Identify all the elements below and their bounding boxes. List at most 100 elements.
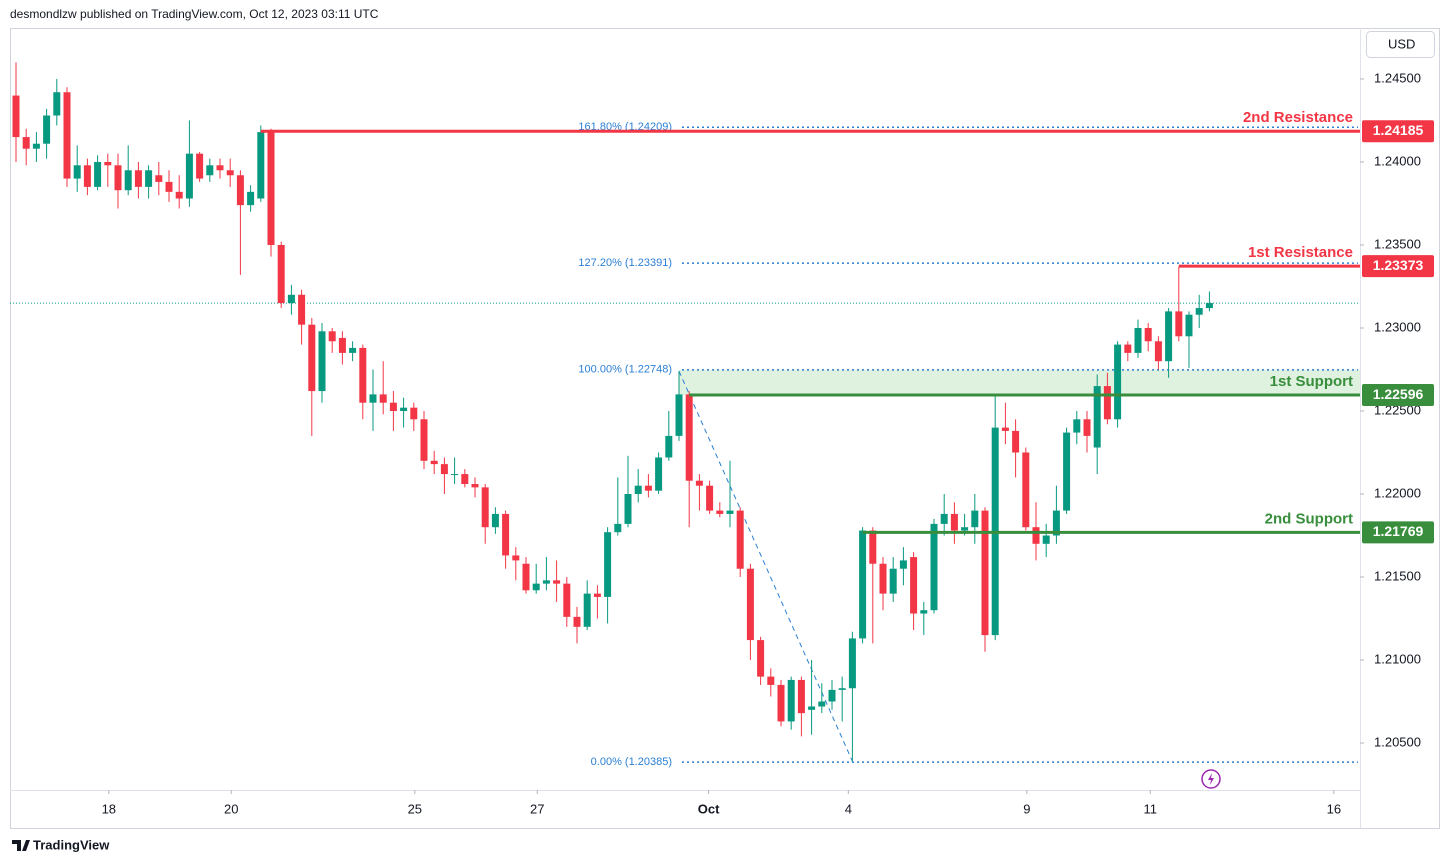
candle-body bbox=[298, 294, 306, 325]
level-name: 2nd Resistance bbox=[1243, 109, 1353, 126]
candle-body bbox=[1144, 327, 1152, 342]
candle-body bbox=[114, 165, 122, 191]
candle-body bbox=[808, 706, 816, 710]
candle-body bbox=[94, 161, 102, 187]
candle-body bbox=[1052, 510, 1060, 536]
fib-trendline bbox=[678, 370, 853, 762]
y-tick-label: 1.20500 bbox=[1374, 734, 1421, 749]
candle-body bbox=[1001, 427, 1009, 431]
candle-body bbox=[1063, 432, 1071, 511]
candle-body bbox=[349, 347, 357, 353]
candle-body bbox=[655, 457, 663, 491]
candle-body bbox=[665, 435, 673, 458]
candle-body bbox=[471, 484, 479, 488]
candle-body bbox=[400, 407, 408, 411]
candle-body bbox=[257, 132, 265, 199]
candle-body bbox=[920, 610, 928, 614]
y-tick-label: 1.24500 bbox=[1374, 70, 1421, 85]
candle-body bbox=[614, 523, 622, 533]
candle-body bbox=[1154, 341, 1162, 362]
candle-body bbox=[777, 684, 785, 722]
candle-body bbox=[338, 337, 346, 353]
x-tick-label: 20 bbox=[224, 801, 238, 816]
candle-body bbox=[787, 679, 795, 722]
level-badge bbox=[1362, 384, 1434, 407]
level-value: 1.22596 bbox=[1373, 386, 1424, 402]
candle-body bbox=[971, 510, 979, 528]
candle-body bbox=[1093, 386, 1101, 448]
candle-body bbox=[124, 170, 132, 191]
candle-body bbox=[930, 523, 938, 611]
candle-body bbox=[420, 419, 428, 461]
candle-body bbox=[226, 170, 234, 176]
candle-body bbox=[859, 530, 867, 639]
candle-body bbox=[604, 532, 612, 597]
candles bbox=[12, 62, 1213, 762]
candle-body bbox=[797, 679, 805, 714]
candle-body bbox=[267, 132, 275, 245]
candle-body bbox=[328, 331, 336, 342]
x-tick-label: 27 bbox=[530, 801, 544, 816]
candle-body bbox=[726, 510, 734, 514]
candle-body bbox=[889, 568, 897, 594]
candle-body bbox=[767, 676, 775, 685]
y-tick-label: 1.21000 bbox=[1374, 651, 1421, 666]
fib-label: 127.20% (1.23391) bbox=[578, 257, 672, 269]
candle-body bbox=[1114, 344, 1122, 420]
candle-body bbox=[216, 165, 224, 171]
candle-body bbox=[1022, 452, 1030, 528]
candle-body bbox=[644, 485, 652, 491]
candle-body bbox=[1032, 527, 1040, 544]
candle-body bbox=[206, 165, 214, 176]
fib-label: 0.00% (1.20385) bbox=[591, 756, 672, 768]
candle-body bbox=[716, 510, 724, 514]
candle-body bbox=[145, 170, 153, 187]
candle-body bbox=[950, 513, 958, 531]
candle-body bbox=[685, 394, 693, 481]
publisher-line: desmondlzw published on TradingView.com,… bbox=[10, 7, 379, 21]
candle-body bbox=[410, 407, 418, 420]
candle-body bbox=[848, 638, 856, 689]
candle-body bbox=[746, 568, 754, 641]
currency-button[interactable] bbox=[1366, 31, 1435, 58]
candle-body bbox=[83, 165, 91, 187]
x-tick-label: 4 bbox=[845, 801, 852, 816]
x-tick-label: 11 bbox=[1143, 801, 1157, 816]
candle-body bbox=[818, 701, 826, 707]
level-name: 1st Support bbox=[1270, 373, 1353, 390]
candle-body bbox=[236, 175, 244, 206]
candle-body bbox=[389, 402, 397, 411]
candle-body bbox=[369, 394, 377, 403]
candle-body bbox=[1205, 303, 1213, 309]
candle-body bbox=[32, 143, 40, 149]
candle-body bbox=[134, 170, 142, 187]
y-tick-label: 1.23000 bbox=[1374, 319, 1421, 334]
currency-label: USD bbox=[1388, 36, 1415, 51]
candle-body bbox=[869, 530, 877, 564]
candle-body bbox=[899, 560, 907, 569]
level-badge bbox=[1362, 255, 1434, 278]
candle-body bbox=[910, 557, 918, 614]
candle-body bbox=[706, 485, 714, 511]
candle-body bbox=[491, 513, 499, 528]
level-name: 2nd Support bbox=[1265, 510, 1353, 527]
candle-body bbox=[695, 480, 703, 486]
candle-body bbox=[1134, 327, 1142, 353]
y-tick-label: 1.21500 bbox=[1374, 568, 1421, 583]
candle-body bbox=[1073, 419, 1081, 433]
candle-body bbox=[359, 347, 367, 403]
candle-body bbox=[379, 394, 387, 403]
candle-body bbox=[63, 92, 71, 179]
level-value: 1.23373 bbox=[1373, 257, 1424, 273]
candle-body bbox=[1165, 311, 1173, 362]
candle-body bbox=[736, 510, 744, 569]
candle-body bbox=[185, 153, 193, 199]
candle-body bbox=[73, 165, 81, 179]
alert-icon[interactable] bbox=[1201, 769, 1221, 789]
level-badge bbox=[1362, 120, 1434, 143]
candle-body bbox=[440, 464, 448, 475]
candle-body bbox=[165, 181, 173, 192]
candle-body bbox=[573, 616, 581, 627]
